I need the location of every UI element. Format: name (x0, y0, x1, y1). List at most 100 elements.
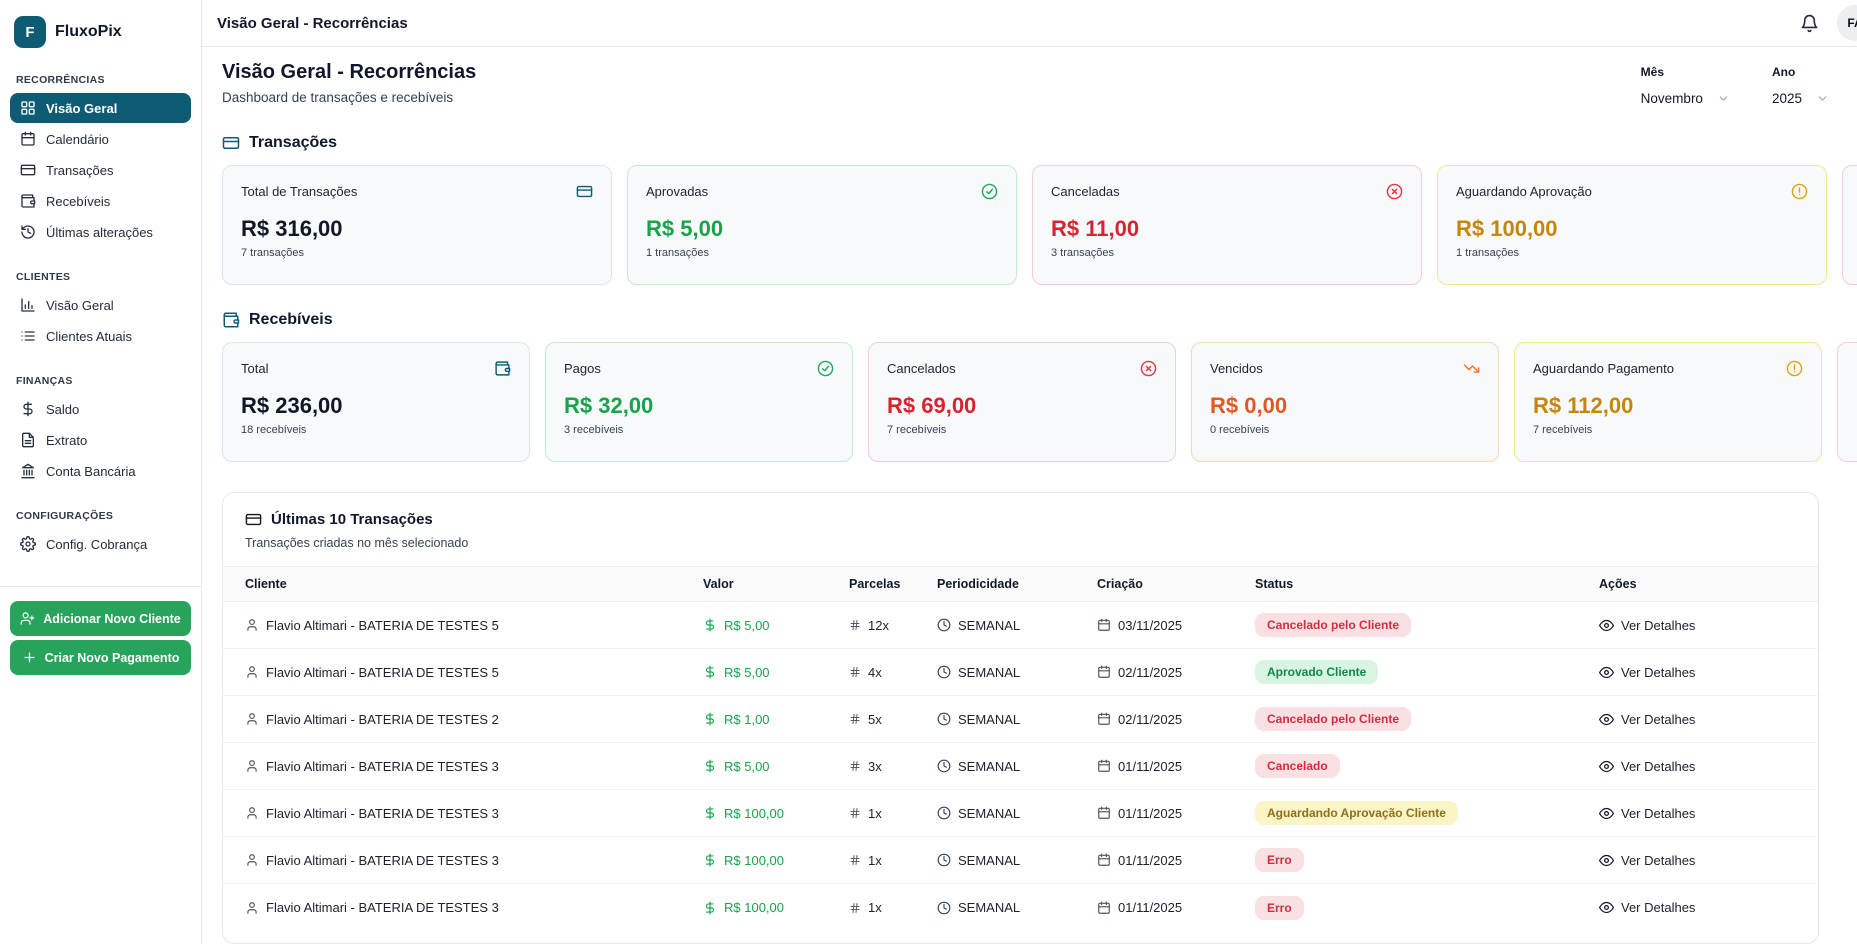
sidebar-section-label: CONFIGURAÇÕES (16, 510, 114, 522)
cell-criacao: 01/11/2025 (1097, 900, 1255, 915)
cell-criacao: 01/11/2025 (1097, 759, 1255, 774)
stat-card-value: R$ 32,00 (564, 393, 654, 418)
filters: Mês Novembro Ano 2025 (1637, 65, 1833, 108)
criar-novo-pagamento-button[interactable]: Criar Novo Pagamento (10, 640, 191, 675)
sidebar-item-conta-bancaria[interactable]: Conta Bancária (10, 456, 191, 486)
sidebar-item-clientes-atuais[interactable]: Clientes Atuais (10, 321, 191, 351)
status-badge: Erro (1255, 848, 1304, 872)
table-row: Flavio Altimari - BATERIA DE TESTES 5 R$… (223, 602, 1818, 649)
column-header-acoes: Ações (1599, 577, 1637, 591)
check-circle-icon (981, 183, 998, 200)
cell-valor: R$ 5,00 (703, 618, 849, 633)
calendar-icon (1097, 665, 1111, 679)
ver-detalhes-button[interactable]: Ver Detalhes (1599, 900, 1818, 915)
gear-icon (20, 536, 36, 552)
stat-card-partial (1842, 165, 1857, 285)
stat-card-title: Total (241, 361, 269, 376)
clock-icon (937, 853, 951, 867)
stat-card-subtext: 1 transações (1456, 247, 1519, 259)
stat-card-subtext: 1 transações (646, 247, 709, 259)
user-plus-icon (20, 611, 35, 626)
sidebar-item-transacoes[interactable]: Transações (10, 155, 191, 185)
credit-card-icon (20, 162, 36, 178)
year-filter: Ano 2025 (1768, 65, 1833, 108)
stat-card-title: Total de Transações (241, 184, 358, 199)
avatar[interactable]: FA (1837, 5, 1857, 41)
sidebar: F FluxoPix RECORRÊNCIAS Visão Geral Cale… (0, 0, 202, 944)
stat-card-title: Aprovadas (646, 184, 709, 199)
page-content: Visão Geral - Recorrências Dashboard de … (202, 47, 1857, 944)
x-circle-icon (1386, 183, 1403, 200)
stat-card-subtext: 3 transações (1051, 247, 1114, 259)
stat-card-cancelados: Cancelados R$ 69,00 7 recebíveis (868, 342, 1176, 462)
dollar-icon (703, 665, 717, 679)
calendar-icon (1097, 806, 1111, 820)
ver-detalhes-button[interactable]: Ver Detalhes (1599, 853, 1818, 868)
bar-chart-icon (20, 297, 36, 313)
eye-icon (1599, 712, 1614, 727)
table-row: Flavio Altimari - BATERIA DE TESTES 3 R$… (223, 743, 1818, 790)
status-badge: Cancelado pelo Cliente (1255, 707, 1412, 731)
alert-circle-icon (1786, 360, 1803, 377)
credit-card-icon (245, 511, 262, 528)
year-label: Ano (1771, 65, 1796, 79)
sidebar-item-calendario[interactable]: Calendário (10, 124, 191, 154)
adicionar-novo-cliente-button[interactable]: Adicionar Novo Cliente (10, 601, 191, 636)
bank-icon (20, 463, 36, 479)
ver-detalhes-button[interactable]: Ver Detalhes (1599, 806, 1818, 821)
cell-periodicidade: SEMANAL (937, 618, 1097, 633)
table-row: Flavio Altimari - BATERIA DE TESTES 3 R$… (223, 837, 1818, 884)
sidebar-item-label: Últimas alterações (46, 224, 153, 240)
stat-card-canceladas: Canceladas R$ 11,00 3 transações (1032, 165, 1422, 285)
month-select[interactable]: Novembro (1637, 89, 1734, 108)
credit-card-icon (576, 183, 593, 200)
ver-detalhes-button[interactable]: Ver Detalhes (1599, 712, 1818, 727)
month-filter: Mês Novembro (1637, 65, 1734, 108)
sidebar-item-saldo[interactable]: Saldo (10, 394, 191, 424)
cell-criacao: 03/11/2025 (1097, 618, 1255, 633)
check-circle-icon (817, 360, 834, 377)
sidebar-item-label: Visão Geral (46, 100, 118, 116)
stat-card-title: Aguardando Pagamento (1533, 361, 1674, 376)
sidebar-item-extrato[interactable]: Extrato (10, 425, 191, 455)
calendar-icon (1097, 759, 1111, 773)
sidebar-item-label: Transações (46, 162, 114, 178)
sidebar-item-recebiveis[interactable]: Recebíveis (10, 186, 191, 216)
user-icon (245, 618, 259, 632)
sidebar-item-label: Clientes Atuais (46, 328, 132, 344)
cell-parcelas: 1x (849, 806, 937, 821)
sidebar-item-visao-geral[interactable]: Visão Geral (10, 290, 191, 320)
stat-card-subtext: 7 recebíveis (1533, 424, 1593, 436)
recebiveis-section-title: Recebíveis (249, 311, 333, 328)
stat-card-value: R$ 69,00 (887, 393, 977, 418)
ver-detalhes-button[interactable]: Ver Detalhes (1599, 759, 1818, 774)
year-value: 2025 (1771, 91, 1802, 106)
cell-periodicidade: SEMANAL (937, 665, 1097, 680)
sidebar-item-visao-geral[interactable]: Visão Geral (10, 93, 191, 123)
user-icon (245, 665, 259, 679)
sidebar-item-ultimas-alteracoes[interactable]: Últimas alterações (10, 217, 191, 247)
sidebar-section-label: CLIENTES (16, 271, 71, 283)
stat-card-value: R$ 0,00 (1210, 393, 1288, 418)
cell-parcelas: 5x (849, 712, 937, 727)
hash-icon (849, 619, 861, 631)
ver-detalhes-button[interactable]: Ver Detalhes (1599, 665, 1818, 680)
year-select[interactable]: 2025 (1768, 89, 1833, 108)
cell-periodicidade: SEMANAL (937, 759, 1097, 774)
eye-icon (1599, 665, 1614, 680)
page-title: Visão Geral - Recorrências (222, 61, 477, 83)
calendar-icon (1097, 712, 1111, 726)
dollar-icon (703, 618, 717, 632)
bell-icon[interactable] (1800, 14, 1819, 33)
dollar-icon (703, 853, 717, 867)
table-subtitle: Transações criadas no mês selecionado (245, 536, 469, 550)
stat-card-subtext: 18 recebíveis (241, 424, 307, 436)
dollar-icon (703, 759, 717, 773)
ver-detalhes-button[interactable]: Ver Detalhes (1599, 618, 1818, 633)
hash-icon (849, 807, 861, 819)
hash-icon (849, 902, 861, 914)
sidebar-item-config-cobranca[interactable]: Config. Cobrança (10, 529, 191, 559)
cell-valor: R$ 100,00 (703, 806, 849, 821)
cell-parcelas: 12x (849, 618, 937, 633)
